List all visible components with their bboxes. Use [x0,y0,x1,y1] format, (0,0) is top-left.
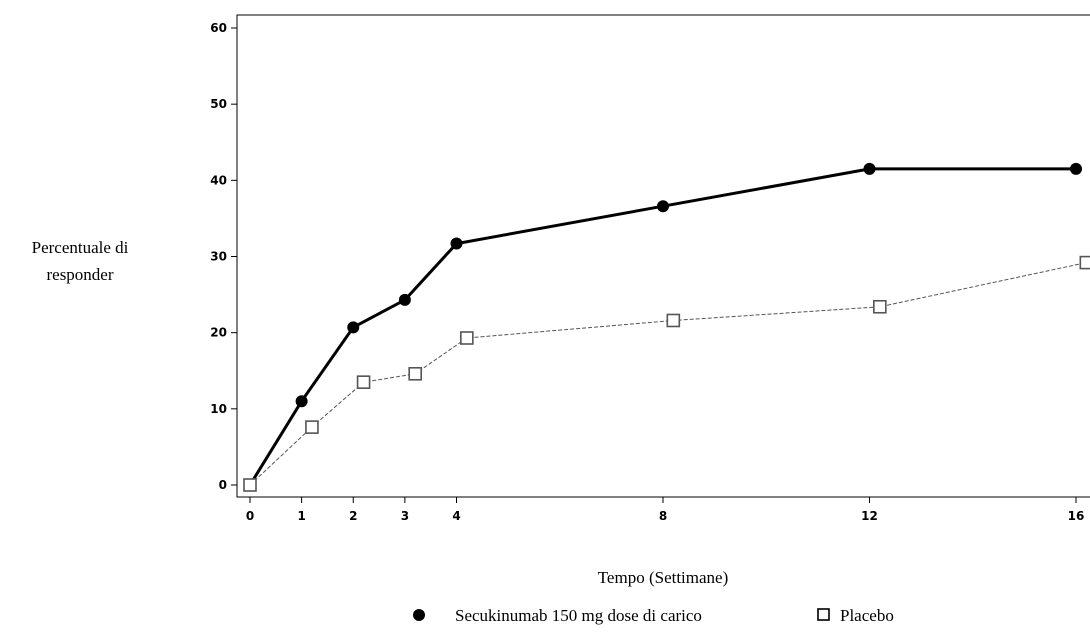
legend-marker-0 [413,609,425,621]
x-tick-label-2: 2 [349,509,357,523]
y-axis-title-line-0: Percentuale di [32,238,129,257]
x-tick-label-12: 12 [861,509,878,523]
series-0-point-4 [450,237,463,250]
series-0-point-6 [863,162,876,175]
x-axis-title: Tempo (Settimane) [598,568,729,587]
series-1-point-6 [873,299,887,314]
series-1-point-0 [243,478,257,492]
x-tick-label-1: 1 [297,509,305,523]
x-tick-label-4: 4 [452,509,460,523]
series-0-point-7 [1070,162,1082,175]
y-tick-label-30: 30 [210,250,227,264]
y-axis-title-line-1: responder [46,265,113,284]
legend-marker-1 [817,608,830,621]
x-tick-label-3: 3 [401,509,409,523]
y-tick-label-20: 20 [210,326,227,340]
plot-frame [236,14,1090,498]
series-0-point-3 [398,293,411,306]
series-1-point-2 [356,375,371,389]
y-tick-label-40: 40 [210,173,227,187]
legend-label-0: Secukinumab 150 mg dose di carico [455,606,702,625]
series-0-point-1 [295,395,308,408]
series-1-point-4 [460,331,474,345]
series-1-point-5 [666,313,681,328]
series-line-0 [248,167,1076,486]
series-0-point-5 [657,200,669,213]
y-tick-label-50: 50 [210,97,227,111]
x-tick-label-0: 0 [246,509,254,523]
series-line-1 [249,262,1087,486]
series-1-point-1 [305,420,319,434]
legend-label-1: Placebo [840,606,894,625]
y-tick-label-0: 0 [219,478,227,492]
series-0-point-2 [347,321,360,334]
series-1-point-7 [1079,255,1090,270]
series-1-point-3 [408,366,423,381]
y-axis-title: Percentuale di responder [32,238,129,284]
x-tick-label-16: 16 [1068,509,1085,523]
y-tick-label-60: 60 [210,21,227,35]
y-tick-label-10: 10 [210,402,227,416]
x-tick-label-8: 8 [659,509,667,523]
